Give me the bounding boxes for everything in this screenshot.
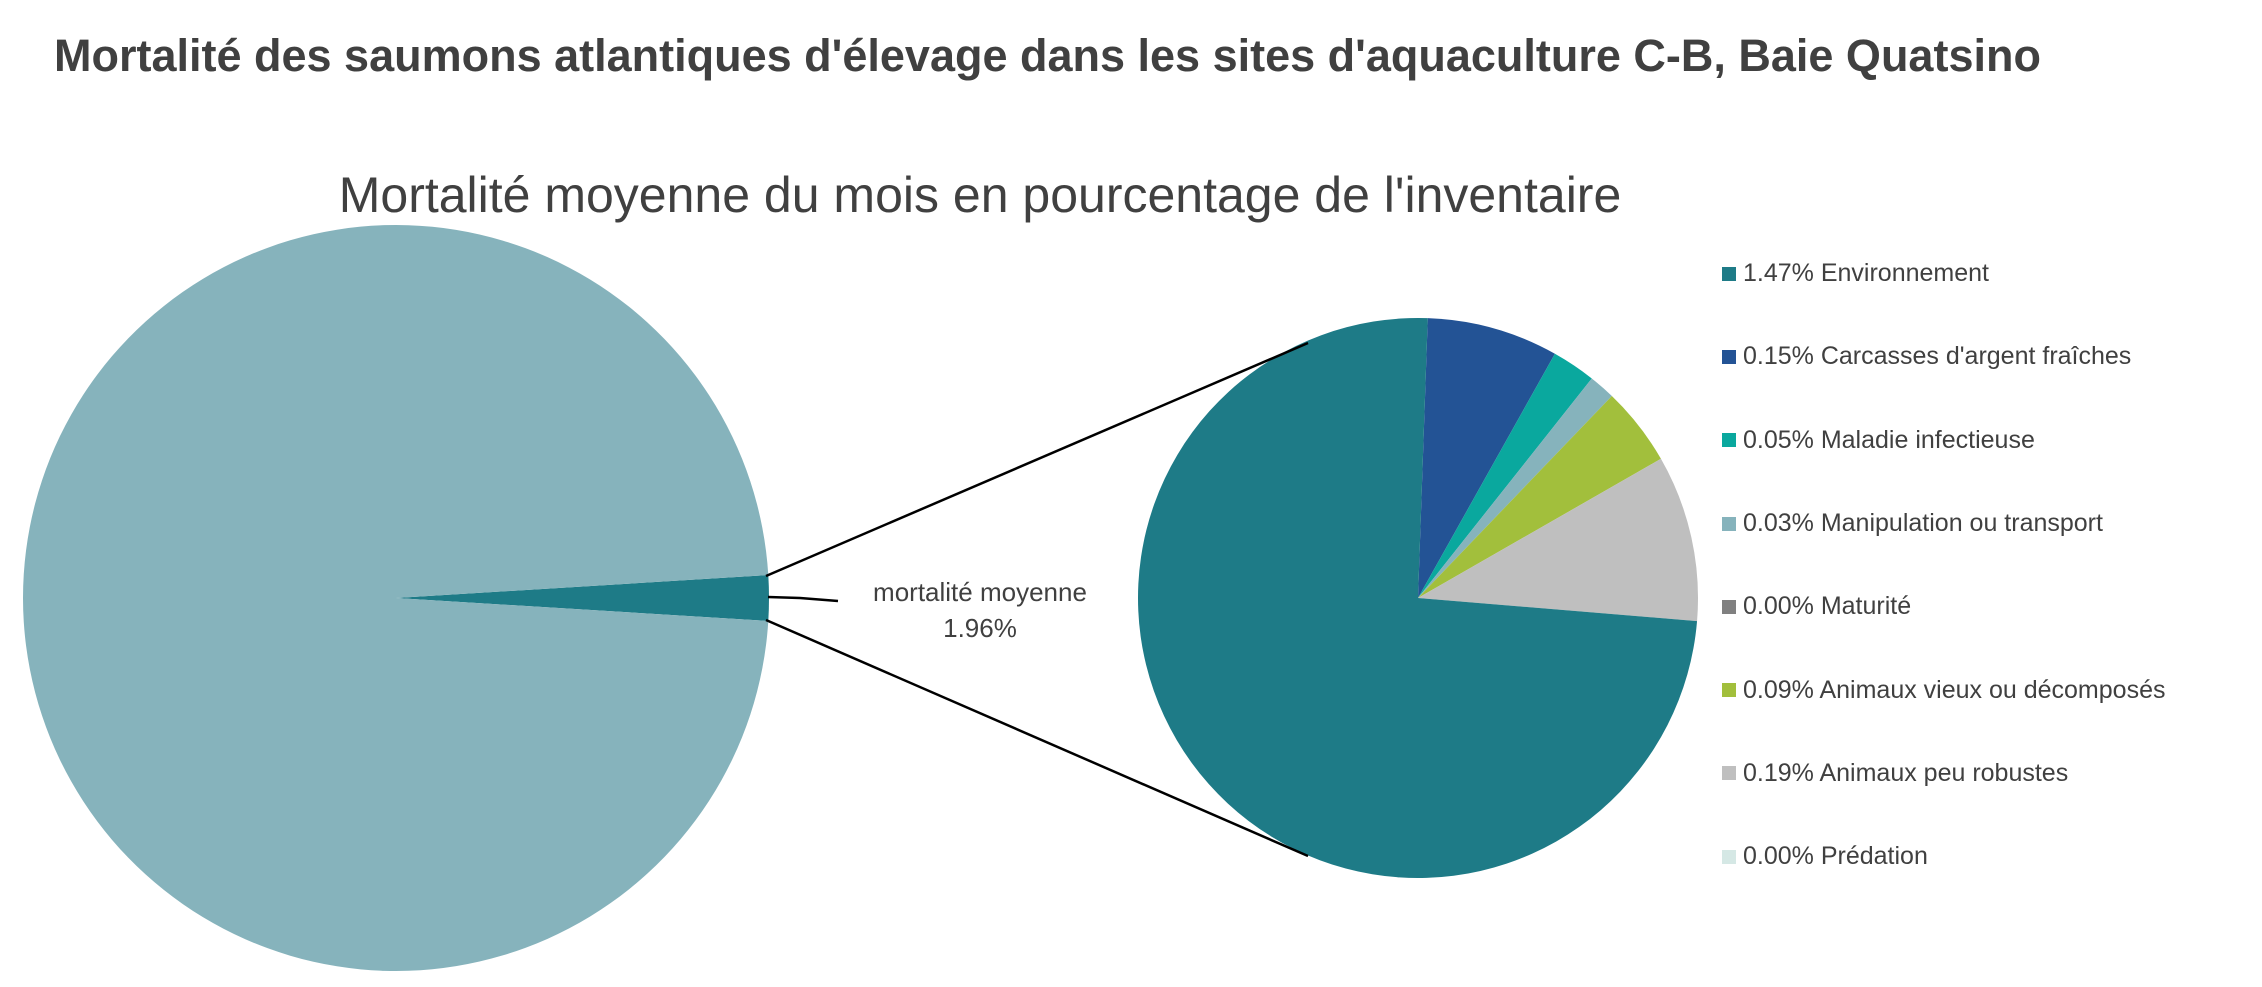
legend-item: 0.05% Maladie infectieuse (1722, 399, 2165, 482)
main-pie (22, 224, 770, 971)
legend-label: 1.47% Environnement (1743, 259, 1989, 288)
legend-swatch (1722, 266, 1736, 281)
breakdown-slice-carcasses-d-argent-fraiches (1418, 318, 1555, 598)
data-label-average-mortality: mortalité moyenne 1.96% (830, 574, 1130, 646)
legend-item: 0.19% Animaux peu robustes (1722, 732, 2165, 815)
data-label-value: 1.96% (943, 613, 1017, 643)
legend-label: 0.00% Maturité (1743, 592, 1912, 621)
legend-swatch (1722, 766, 1736, 781)
breakdown-slice-animaux-peu-robustes (1418, 458, 1698, 622)
legend-item: 0.03% Manipulation ou transport (1722, 482, 2165, 565)
legend-swatch (1722, 349, 1736, 364)
legend-item: 0.09% Animaux vieux ou décomposés (1722, 648, 2165, 731)
legend-label: 0.09% Animaux vieux ou décomposés (1743, 675, 2166, 704)
callout-leader-line (767, 595, 839, 603)
breakdown-slice-manipulation-ou-transport (1418, 378, 1612, 598)
breakdown-pie (1138, 318, 1698, 878)
connector-line-bottom (765, 618, 1309, 858)
breakdown-slice-animaux-vieux-ou-decomposes (1418, 395, 1661, 598)
legend-swatch (1722, 849, 1736, 864)
legend-item: 0.00% Maturité (1722, 565, 2165, 648)
legend-item: 0.00% Prédation (1722, 815, 2165, 898)
chart-subtitle: Mortalité moyenne du mois en pourcentage… (338, 167, 1622, 223)
legend-label: 0.15% Carcasses d'argent fraîches (1743, 342, 2132, 371)
legend: 1.47% Environnement 0.15% Carcasses d'arg… (1722, 232, 2165, 898)
legend-swatch (1722, 599, 1736, 614)
legend-label: 0.19% Animaux peu robustes (1743, 758, 2069, 787)
legend-swatch (1722, 683, 1736, 698)
main-slice-mortalite-moyenne (396, 575, 770, 621)
connector-line-top (765, 341, 1309, 578)
main-slice-remainder (22, 224, 769, 971)
legend-swatch (1722, 516, 1736, 531)
chart-title: Mortalité des saumons atlantiques d'élev… (54, 30, 2041, 81)
breakdown-slice-environnement (1138, 318, 1698, 878)
legend-label: 0.03% Manipulation ou transport (1743, 509, 2103, 538)
breakdown-slice-maladie-infectieuse (1418, 353, 1592, 598)
data-label-name: mortalité moyenne (873, 577, 1087, 607)
legend-item: 0.15% Carcasses d'argent fraîches (1722, 315, 2165, 398)
legend-label: 0.05% Maladie infectieuse (1743, 425, 2035, 454)
legend-label: 0.00% Prédation (1743, 842, 1928, 871)
legend-swatch (1722, 433, 1736, 448)
legend-item: 1.47% Environnement (1722, 232, 2165, 315)
